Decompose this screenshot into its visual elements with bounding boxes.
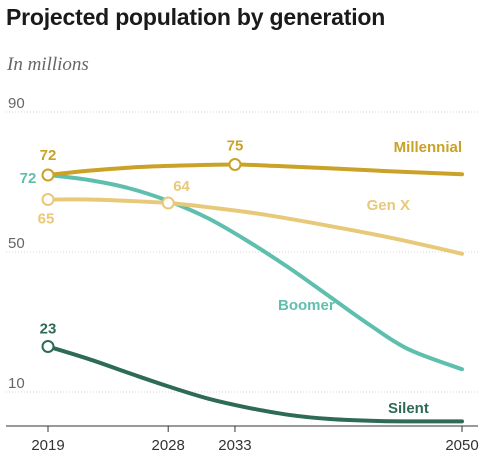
- gen-x-line: [46, 197, 464, 256]
- series-lines: [46, 162, 464, 424]
- series-markers: [41, 158, 242, 353]
- data-label: 64: [173, 178, 190, 195]
- series-name-label: Millennial: [394, 139, 462, 156]
- y-tick-label: 50: [8, 235, 25, 252]
- data-point-marker: [41, 168, 55, 182]
- x-tick-label: 2033: [218, 437, 251, 454]
- x-tick-label: 2019: [31, 437, 64, 454]
- silent-line: [46, 344, 464, 424]
- data-point-marker: [228, 158, 242, 171]
- data-label: 72: [40, 147, 57, 164]
- series-name-label: Silent: [388, 400, 429, 417]
- boomer-line: [46, 173, 464, 372]
- series-name-label: Boomer: [278, 297, 335, 314]
- series-name-label: Gen X: [367, 197, 410, 214]
- data-point-marker: [41, 340, 55, 353]
- data-label: 72: [20, 170, 37, 187]
- x-tick-label: 2028: [152, 437, 185, 454]
- data-point-marker: [41, 193, 55, 206]
- chart-title: Projected population by generation: [6, 4, 386, 30]
- y-tick-label: 10: [8, 375, 25, 392]
- x-tick-label: 2050: [445, 437, 478, 454]
- millennial-line: [46, 162, 464, 177]
- data-label: 65: [38, 211, 55, 228]
- data-point-marker: [161, 196, 175, 210]
- y-tick-label: 90: [8, 95, 25, 112]
- data-label: 75: [227, 138, 244, 155]
- y-grid: 90 50 10: [6, 95, 478, 393]
- series-labels: 72 75 65 64 72 23 Millennial Gen X Boomer Silent: [20, 138, 462, 418]
- chart-subtitle: In millions: [7, 54, 89, 75]
- x-axis: 2019 2028 2033 2050: [6, 425, 479, 454]
- data-label: 23: [40, 321, 57, 338]
